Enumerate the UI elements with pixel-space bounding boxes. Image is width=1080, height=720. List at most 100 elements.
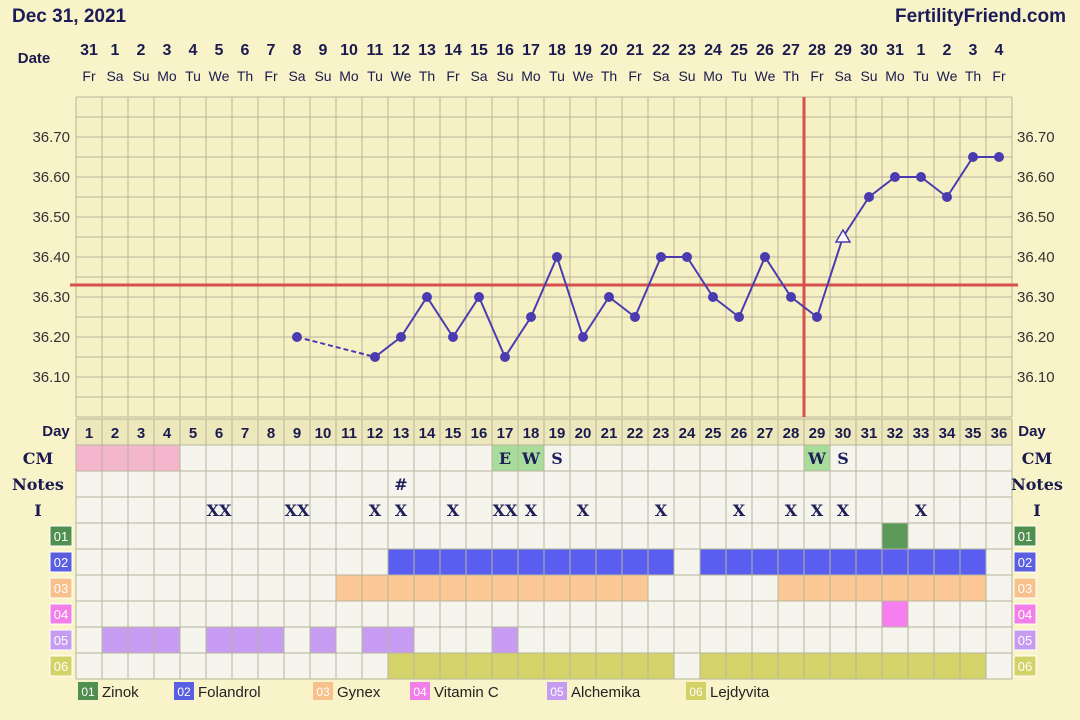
intercourse-value: X	[525, 501, 538, 520]
temp-segment	[634, 256, 662, 318]
cm-cell-highlight	[804, 445, 830, 471]
date-tick: 29	[834, 42, 852, 59]
day-number: 17	[497, 425, 514, 442]
legend-swatch	[78, 682, 98, 700]
supplement-cell	[908, 653, 934, 679]
supplement-cell	[362, 627, 388, 653]
day-label-left: Day	[42, 423, 70, 440]
supplement-cell	[726, 653, 752, 679]
period-cell	[128, 445, 154, 471]
weekday-tick: Tu	[913, 68, 929, 84]
weekday-tick: Su	[132, 68, 149, 84]
legend-name: Zinok	[102, 684, 139, 701]
weekday-tick: We	[573, 68, 594, 84]
supplement-cell	[804, 653, 830, 679]
date-tick: 9	[319, 42, 328, 59]
supplement-cell	[778, 575, 804, 601]
supplement-cell	[570, 575, 596, 601]
date-tick: 22	[652, 42, 670, 59]
date-tick: 3	[969, 42, 978, 59]
supplement-cell	[362, 575, 388, 601]
intercourse-value: XX	[285, 501, 310, 520]
weekday-tick: Su	[860, 68, 877, 84]
weekday-tick: Mo	[521, 68, 541, 84]
supplement-cell	[934, 653, 960, 679]
intercourse-value: X	[577, 501, 590, 520]
date-tick: 19	[574, 42, 592, 59]
supplement-cell	[856, 653, 882, 679]
temp-point	[786, 292, 796, 302]
intercourse-value: X	[785, 501, 798, 520]
supplement-cell	[882, 601, 908, 627]
weekday-tick: Th	[237, 68, 253, 84]
supplement-cell	[856, 575, 882, 601]
weekday-tick: Tu	[185, 68, 201, 84]
supplement-code-right: 03	[1018, 581, 1032, 596]
temp-segment	[764, 256, 792, 298]
supplement-cell	[388, 575, 414, 601]
supplement-cell	[596, 653, 622, 679]
legend-code: 06	[689, 685, 703, 699]
y-tick-left: 36.10	[32, 369, 70, 386]
supplement-code-right: 02	[1018, 555, 1032, 570]
temp-point	[526, 312, 536, 322]
supplement-cell	[882, 575, 908, 601]
date-tick: 1	[111, 42, 120, 59]
temp-point	[396, 332, 406, 342]
supplement-badge-left	[49, 525, 73, 547]
supplement-cell	[778, 549, 804, 575]
temp-segment	[530, 256, 558, 318]
supplement-cell	[414, 549, 440, 575]
temp-segment	[478, 296, 506, 358]
day-number: 15	[445, 425, 462, 442]
legend-code: 04	[413, 685, 427, 699]
date-tick: 8	[293, 42, 302, 59]
temp-point-open	[834, 228, 852, 243]
cm-cell-highlight	[518, 445, 544, 471]
temp-point	[890, 172, 900, 182]
weekday-tick: We	[391, 68, 412, 84]
supplement-cell	[128, 627, 154, 653]
supplement-cell	[882, 653, 908, 679]
temp-point	[292, 332, 302, 342]
temp-point	[812, 312, 822, 322]
supplement-cell	[544, 549, 570, 575]
intercourse-label-left: I	[34, 501, 41, 520]
temp-point	[630, 312, 640, 322]
day-number: 34	[939, 425, 956, 442]
intercourse-value: X	[655, 501, 668, 520]
date-tick: 3	[163, 42, 172, 59]
day-number: 14	[419, 425, 436, 442]
supplement-code-left: 01	[54, 529, 68, 544]
supplement-cell	[544, 653, 570, 679]
supplement-cell	[336, 575, 362, 601]
y-tick-left: 36.20	[32, 329, 70, 346]
date-tick: 20	[600, 42, 618, 59]
day-number: 36	[991, 425, 1008, 442]
supplement-cell	[518, 653, 544, 679]
supplement-cell	[206, 627, 232, 653]
temp-segment	[426, 296, 454, 338]
intercourse-value: X	[369, 501, 382, 520]
y-tick-left: 36.50	[32, 209, 70, 226]
day-number: 11	[341, 425, 357, 442]
supplement-code-right: 05	[1018, 633, 1032, 648]
day-number: 2	[111, 425, 119, 442]
weekday-tick: Su	[314, 68, 331, 84]
cm-value: W	[521, 449, 541, 468]
day-number: 23	[653, 425, 670, 442]
intercourse-value: X	[837, 501, 850, 520]
period-cell	[76, 445, 102, 471]
temp-segment	[712, 296, 740, 318]
supplement-code-left: 06	[54, 659, 68, 674]
weekday-tick: Tu	[367, 68, 383, 84]
legend-swatch	[410, 682, 430, 700]
temp-segment	[400, 296, 428, 338]
weekday-tick: Fr	[82, 68, 96, 84]
supplement-cell	[492, 653, 518, 679]
legend-name: Alchemika	[571, 684, 641, 701]
supplement-cell	[154, 627, 180, 653]
temp-point	[448, 332, 458, 342]
day-number: 16	[471, 425, 488, 442]
